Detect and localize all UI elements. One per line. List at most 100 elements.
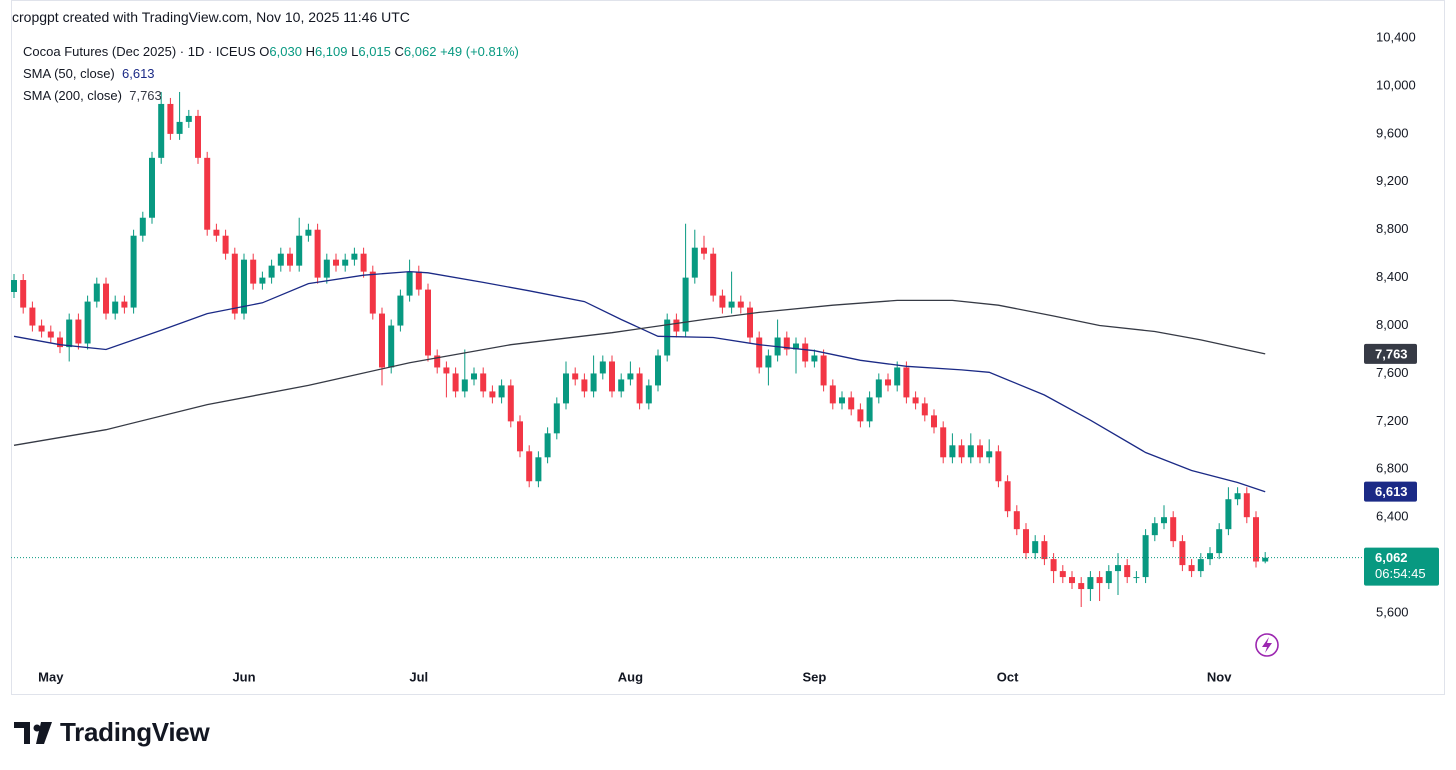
- attribution: cropgpt created with TradingView.com, No…: [12, 9, 410, 25]
- candle-body: [618, 379, 625, 392]
- y-tick-label: 8,800: [1376, 221, 1409, 236]
- candle-body: [507, 385, 514, 422]
- candle-body: [498, 385, 505, 398]
- candle-body: [287, 253, 293, 266]
- candle-body: [765, 355, 772, 368]
- candle-body: [1188, 565, 1195, 572]
- candle-body: [535, 457, 542, 482]
- candle-body: [673, 319, 680, 332]
- candle-body: [802, 343, 809, 362]
- y-tick-label: 10,400: [1376, 29, 1416, 44]
- candle-body: [912, 397, 919, 404]
- candle-body: [829, 385, 836, 404]
- candle-body: [572, 373, 579, 380]
- sma-legend: SMA (50, close) 6,613: [23, 66, 155, 81]
- candle-body: [489, 391, 496, 398]
- candle-body: [195, 115, 201, 158]
- candle-body: [1069, 577, 1075, 584]
- candle-body: [1243, 493, 1250, 518]
- candle-body: [949, 445, 956, 458]
- candle-body: [931, 415, 937, 428]
- candle-body: [967, 445, 974, 458]
- candle-body: [250, 259, 257, 284]
- candle-body: [526, 451, 533, 482]
- legend-entry: SMA (200, close): [23, 88, 122, 103]
- candle-body: [323, 259, 330, 278]
- candle-body: [940, 427, 947, 458]
- candle-body: [471, 373, 477, 380]
- candle-body: [296, 235, 303, 266]
- candle-body: [139, 217, 146, 236]
- y-tick-label: 8,400: [1376, 269, 1409, 284]
- candle-body: [443, 367, 450, 374]
- legend-value: 6,613: [122, 66, 155, 81]
- candle-body: [737, 301, 744, 308]
- candle-body: [158, 103, 165, 158]
- candle-body: [314, 229, 321, 278]
- x-tick-label: Aug: [618, 669, 643, 684]
- candle-body: [47, 331, 54, 338]
- candle-body: [176, 121, 183, 134]
- candle-body: [664, 319, 671, 356]
- candle-body: [1170, 517, 1177, 542]
- candle-body: [103, 283, 109, 314]
- symbol-title: Cocoa Futures (Dec 2025) · 1D · ICEUS: [23, 44, 256, 59]
- candle-body: [397, 295, 404, 326]
- candle-body: [213, 229, 220, 236]
- candle-body: [1216, 529, 1223, 554]
- ohlc-key: L: [351, 44, 359, 59]
- candle-body: [609, 361, 615, 392]
- candle-body: [342, 259, 349, 266]
- candle-body: [130, 235, 137, 308]
- candle-body: [461, 379, 468, 392]
- candle-body: [866, 397, 873, 422]
- candle-body: [1161, 517, 1167, 524]
- alert-icon[interactable]: [1255, 633, 1279, 657]
- ohlc-value: 6,015: [358, 44, 391, 59]
- candle-body: [599, 361, 606, 374]
- sma-legend: SMA (200, close) 7,763: [23, 88, 162, 103]
- candle-body: [756, 337, 763, 368]
- candle-body: [1225, 499, 1232, 530]
- candle-body: [38, 325, 45, 332]
- candle-body: [885, 379, 891, 386]
- candle-body: [333, 259, 339, 266]
- candle-body: [1004, 481, 1011, 512]
- x-tick-label: Jul: [409, 669, 428, 684]
- candle-body: [894, 367, 901, 386]
- candle-body: [93, 283, 100, 302]
- candle-body: [728, 301, 735, 308]
- countdown-label: 06:54:45: [1375, 566, 1426, 581]
- price-badge-label: 7,763: [1375, 346, 1408, 361]
- candle-body: [1124, 565, 1131, 578]
- candle-body: [121, 301, 128, 308]
- candle-body: [691, 247, 698, 278]
- candle-body: [185, 115, 192, 122]
- candle-body: [875, 379, 882, 398]
- brand-name: TradingView: [60, 717, 210, 747]
- candle-body: [222, 235, 229, 254]
- price-badge: [1364, 481, 1417, 502]
- x-tick-label: May: [38, 669, 64, 684]
- candle-body: [590, 373, 597, 392]
- candle-body: [921, 403, 928, 416]
- candle-body: [1087, 577, 1094, 590]
- candle-body: [1032, 541, 1039, 554]
- candle-body: [277, 253, 284, 266]
- ohlc-key: C: [394, 44, 404, 59]
- candle-body: [241, 259, 247, 314]
- price-badge-label: 6,613: [1375, 484, 1408, 499]
- candle-body: [1078, 583, 1085, 590]
- y-tick-label: 10,000: [1376, 77, 1416, 92]
- candle-body: [995, 451, 1002, 482]
- brand-logo: [14, 722, 52, 744]
- x-tick-label: Oct: [997, 669, 1019, 684]
- candle-body: [1115, 565, 1121, 572]
- x-tick-label: Jun: [232, 669, 255, 684]
- legend-value: 7,763: [129, 88, 162, 103]
- candle-body: [747, 307, 753, 338]
- candle-body: [645, 385, 652, 404]
- candles: [11, 91, 1269, 608]
